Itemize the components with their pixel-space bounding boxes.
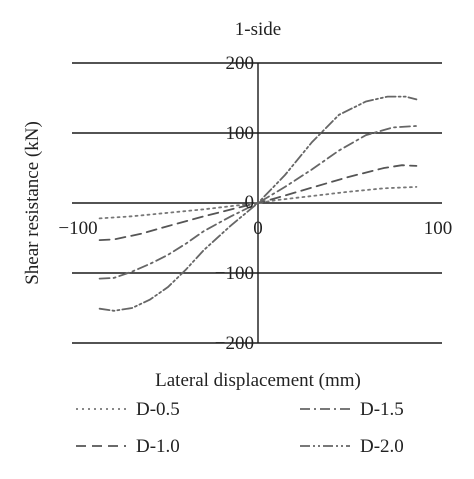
y-tick-label: 200 (226, 53, 255, 74)
y-tick-label: 0 (245, 192, 255, 213)
legend-label: D-1.5 (360, 399, 404, 420)
y-tick-label: 100 (226, 123, 255, 144)
tick-labels: 200 100 −100 −200 −100 0 100 0 (58, 53, 452, 354)
chart-title: 1-side (235, 19, 281, 40)
legend-label: D-1.0 (136, 436, 180, 457)
series-line (98, 125, 418, 280)
x-axis-label: Lateral displacement (mm) (155, 370, 361, 391)
series-line (98, 186, 418, 220)
legend-label: D-0.5 (136, 399, 180, 420)
legend-label: D-2.0 (360, 436, 404, 457)
x-tick-label: 0 (253, 218, 263, 239)
series-line (98, 95, 418, 312)
series-lines (98, 95, 418, 312)
y-tick-label: −100 (215, 263, 254, 284)
x-tick-label: 100 (424, 218, 453, 239)
x-tick-label: −100 (58, 218, 97, 239)
y-axis-label: Shear resistance (kN) (22, 121, 43, 285)
y-tick-label: −200 (215, 333, 254, 354)
legend: D-0.5 D-1.0 D-1.5 D-2.0 (76, 399, 404, 457)
